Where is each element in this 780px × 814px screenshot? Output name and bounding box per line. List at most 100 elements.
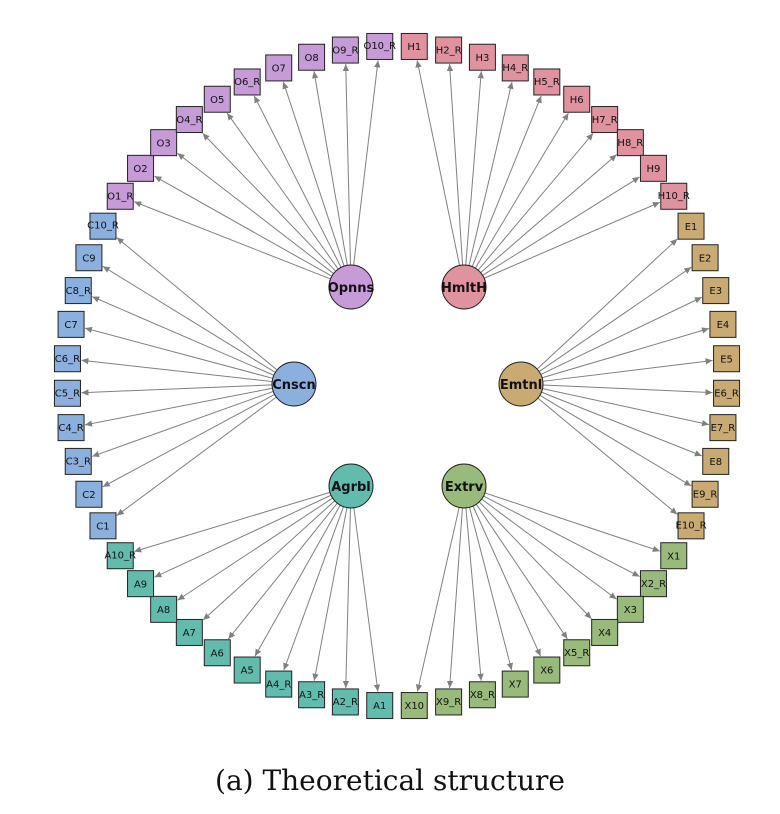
indicator-box (563, 639, 591, 667)
edge-emtnl-e1 (536, 238, 678, 370)
indicator-label: X7 (509, 680, 522, 691)
latent-label: Extrv (445, 480, 484, 495)
edge-emtnl-e7-r (542, 388, 710, 427)
edge-agrbl-a7 (202, 500, 336, 621)
indicator-box (709, 414, 737, 442)
indicator-h6: H6 (563, 85, 591, 113)
indicator-box (233, 68, 261, 96)
indicator-label: E9_R (693, 490, 718, 501)
indicator-label: X3 (624, 605, 637, 616)
indicator-box (331, 36, 359, 64)
indicator-a2-r: A2_R (331, 688, 359, 716)
indicator-box (435, 688, 463, 716)
indicator-o9-r: O9_R (331, 36, 359, 64)
edge-emtnl-e2 (538, 266, 692, 372)
edge-cnscn-c5-r (81, 384, 273, 396)
indicator-box (366, 692, 394, 720)
indicator-o4-r: O4_R (175, 106, 203, 134)
edge-agrbl-a5 (254, 504, 341, 657)
indicator-box (533, 656, 561, 684)
indicator-a6: A6 (203, 639, 231, 667)
edge-agrbl-a8 (177, 497, 333, 601)
indicator-label: A10_R (104, 550, 136, 561)
edge-extrv-x4 (478, 501, 592, 620)
indicator-label: E8 (709, 457, 722, 468)
edge-opnns-o5 (226, 112, 339, 270)
indicator-nodes: H1 H2_R H3 H4_R H5_R H6 H7_R H8_R H9 H10_R E1 E2 E3 E… (53, 32, 741, 720)
indicator-label: A3_R (299, 690, 324, 701)
edge-emtnl-e3 (540, 296, 703, 375)
latent-circle (328, 463, 374, 509)
indicator-label: O6_R (234, 77, 260, 88)
edge-emtnl-e9-r (539, 394, 692, 487)
indicator-box (53, 345, 81, 373)
indicator-box (660, 542, 688, 570)
indicator-label: A9 (134, 579, 147, 590)
indicator-x1: X1 (660, 542, 688, 570)
indicator-label: H4_R (502, 63, 528, 74)
latent-circle (271, 361, 317, 407)
latent-circle (498, 361, 544, 407)
indicator-a9: A9 (127, 570, 155, 598)
indicator-box (89, 212, 117, 240)
indicator-box (89, 512, 117, 540)
indicator-box (702, 447, 730, 475)
indicator-o5: O5 (203, 85, 231, 113)
indicator-a3-r: A3_R (298, 681, 326, 709)
indicator-x10: X10 (400, 692, 428, 720)
edge-extrv-x10 (415, 507, 460, 692)
edge-emtnl-e8 (541, 391, 703, 457)
indicator-box (64, 447, 92, 475)
indicator-x9-r: X9_R (435, 688, 463, 716)
indicator-label: X5_R (564, 648, 589, 659)
indicator-o3: O3 (150, 129, 178, 157)
indicator-a1: A1 (366, 692, 394, 720)
indicator-label: O1_R (107, 192, 133, 203)
edge-extrv-x6 (472, 505, 542, 657)
indicator-o10-r: O10_R (363, 32, 396, 60)
indicator-label: H8_R (617, 138, 643, 149)
indicator-label: A2_R (333, 697, 358, 708)
edge-hmlth-h8-r (480, 154, 617, 273)
edge-extrv-x7 (469, 507, 513, 671)
latent-agrbl: Agrbl (328, 463, 374, 509)
latent-opnns: Opnns (328, 264, 375, 310)
indicator-h2-r: H2_R (435, 36, 463, 64)
indicator-box (709, 310, 737, 338)
edge-emtnl-e6-r (542, 384, 713, 396)
edge-opnns-o9-r (342, 64, 351, 266)
indicator-box (691, 244, 719, 272)
edge-opnns-o6-r (253, 95, 342, 268)
figure-caption: (a) Theoretical structure (215, 764, 565, 797)
indicator-box (298, 43, 326, 71)
indicator-box (265, 54, 293, 82)
indicator-box (127, 154, 155, 182)
indicator-label: O10_R (363, 41, 396, 52)
indicator-e5: E5 (713, 345, 741, 373)
indicator-label: E1 (685, 222, 698, 233)
indicator-a7: A7 (175, 618, 203, 646)
indicator-box (400, 32, 428, 60)
edge-cnscn-c3-r (92, 390, 274, 458)
indicator-c4-r: C4_R (57, 414, 85, 442)
indicator-a4-r: A4_R (265, 670, 293, 698)
latent-label: HmltH (441, 281, 487, 296)
indicator-x4: X4 (591, 618, 619, 646)
indicator-box (106, 182, 134, 210)
indicator-c2: C2 (75, 480, 103, 508)
latent-factor-nodes: Opnns HmltH Emtnl Extrv Agrbl Cnscn (271, 264, 544, 509)
indicator-e8: E8 (702, 447, 730, 475)
indicator-box (265, 670, 293, 698)
indicator-a5: A5 (233, 656, 261, 684)
indicator-label: A5 (241, 666, 254, 677)
indicator-x7: X7 (501, 670, 529, 698)
indicator-label: X2_R (641, 579, 666, 590)
indicator-label: C9 (82, 253, 95, 264)
indicator-e2: E2 (691, 244, 719, 272)
latent-extrv: Extrv (441, 463, 487, 509)
indicator-h7-r: H7_R (591, 106, 619, 134)
indicator-box (501, 670, 529, 698)
edge-opnns-o1-r (133, 201, 331, 280)
indicator-label: E7_R (711, 423, 736, 434)
indicator-box (175, 106, 203, 134)
